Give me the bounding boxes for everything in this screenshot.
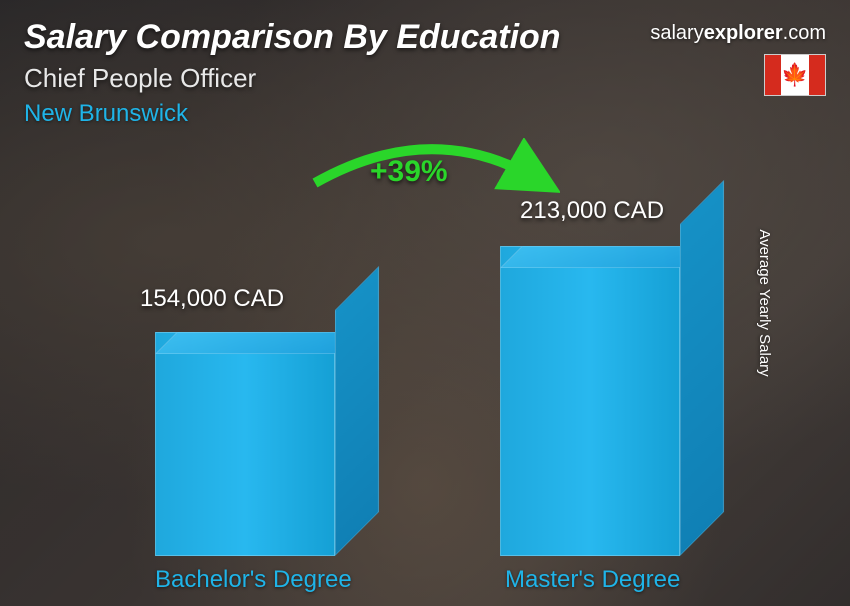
percent-increase-label: +39% — [370, 155, 448, 189]
brand-part2: explorer — [704, 22, 783, 44]
job-title: Chief People Officer — [24, 63, 826, 94]
brand-part3: .com — [783, 22, 826, 44]
location-label: New Brunswick — [24, 100, 826, 128]
bar-masters — [500, 246, 680, 556]
maple-leaf-icon: 🍁 — [781, 55, 809, 95]
header: Salary Comparison By Education Chief Peo… — [0, 0, 850, 128]
country-flag-icon: 🍁 — [764, 54, 826, 96]
bar-category-label: Master's Degree — [505, 566, 680, 594]
brand-logo: salaryexplorer.com — [650, 22, 826, 45]
brand-part1: salary — [650, 22, 703, 44]
bar-value-label: 154,000 CAD — [140, 285, 284, 313]
bar-bachelors — [155, 332, 335, 556]
bar-category-label: Bachelor's Degree — [155, 566, 352, 594]
